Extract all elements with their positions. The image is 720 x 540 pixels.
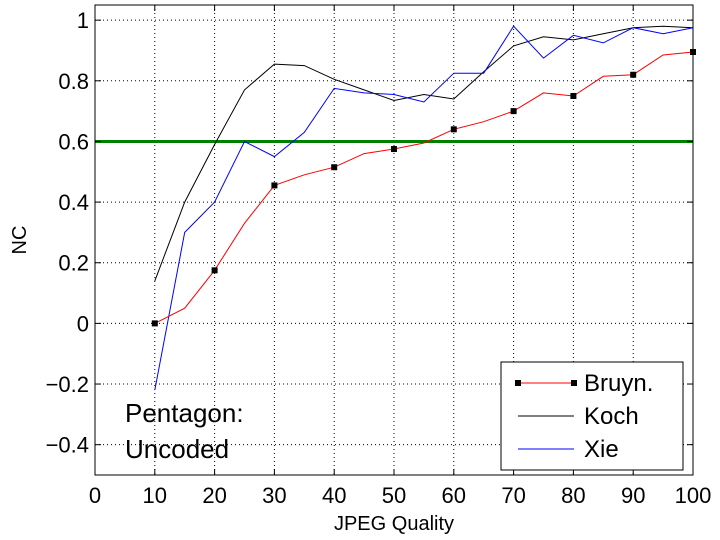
data-point-bruyn [151, 320, 158, 327]
x-tick-labels: 0 10 20 30 40 50 60 70 80 90 100 [89, 483, 711, 508]
data-point-bruyn [570, 92, 577, 99]
series-line-bruyn [154, 51, 694, 324]
x-axis-label: JPEG Quality [334, 513, 454, 535]
y-axis-label: NC [9, 226, 31, 255]
y-tick-label: 0.4 [58, 190, 89, 215]
legend: Bruyn. Koch Xie [500, 361, 684, 471]
y-tick-labels: −0.4 −0.2 0 0.2 0.4 0.6 0.8 1 [46, 8, 89, 458]
x-tick-label: 50 [382, 483, 406, 508]
x-tick-label: 100 [675, 483, 712, 508]
x-tick-label: 20 [202, 483, 226, 508]
y-tick-label: 0.8 [58, 69, 89, 94]
legend-marker-bruyn-right [571, 380, 577, 386]
series-line-xie [154, 25, 694, 391]
annotation-line-2: Uncoded [125, 434, 229, 464]
series-group [151, 25, 696, 391]
data-point-bruyn [630, 71, 637, 78]
x-tick-label: 30 [262, 483, 286, 508]
y-tick-label: 1 [77, 8, 89, 33]
data-point-bruyn [211, 267, 218, 274]
annotation-line-1: Pentagon: [125, 398, 244, 428]
series-line-koch [154, 25, 694, 282]
data-point-bruyn [391, 146, 397, 153]
x-tick-label: 0 [89, 483, 101, 508]
x-tick-label: 70 [501, 483, 525, 508]
data-point-bruyn [271, 182, 278, 189]
y-tick-label: 0.6 [58, 129, 89, 154]
x-tick-label: 40 [322, 483, 346, 508]
y-tick-label: 0 [77, 311, 89, 336]
y-tick-label: −0.2 [46, 372, 89, 397]
axis-ticks [94, 5, 694, 475]
data-point-bruyn [510, 108, 517, 115]
y-tick-label: 0.2 [58, 251, 89, 276]
data-point-bruyn [450, 126, 457, 133]
legend-marker-bruyn-left [515, 380, 521, 386]
x-tick-label: 10 [143, 483, 167, 508]
legend-label-xie: Xie [584, 436, 619, 463]
data-point-bruyn [331, 164, 338, 171]
y-tick-label: −0.4 [46, 433, 89, 458]
x-tick-label: 60 [442, 483, 466, 508]
legend-label-koch: Koch [584, 403, 639, 430]
x-tick-label: 80 [561, 483, 585, 508]
x-tick-label: 90 [621, 483, 645, 508]
legend-label-bruyn: Bruyn. [584, 370, 653, 397]
